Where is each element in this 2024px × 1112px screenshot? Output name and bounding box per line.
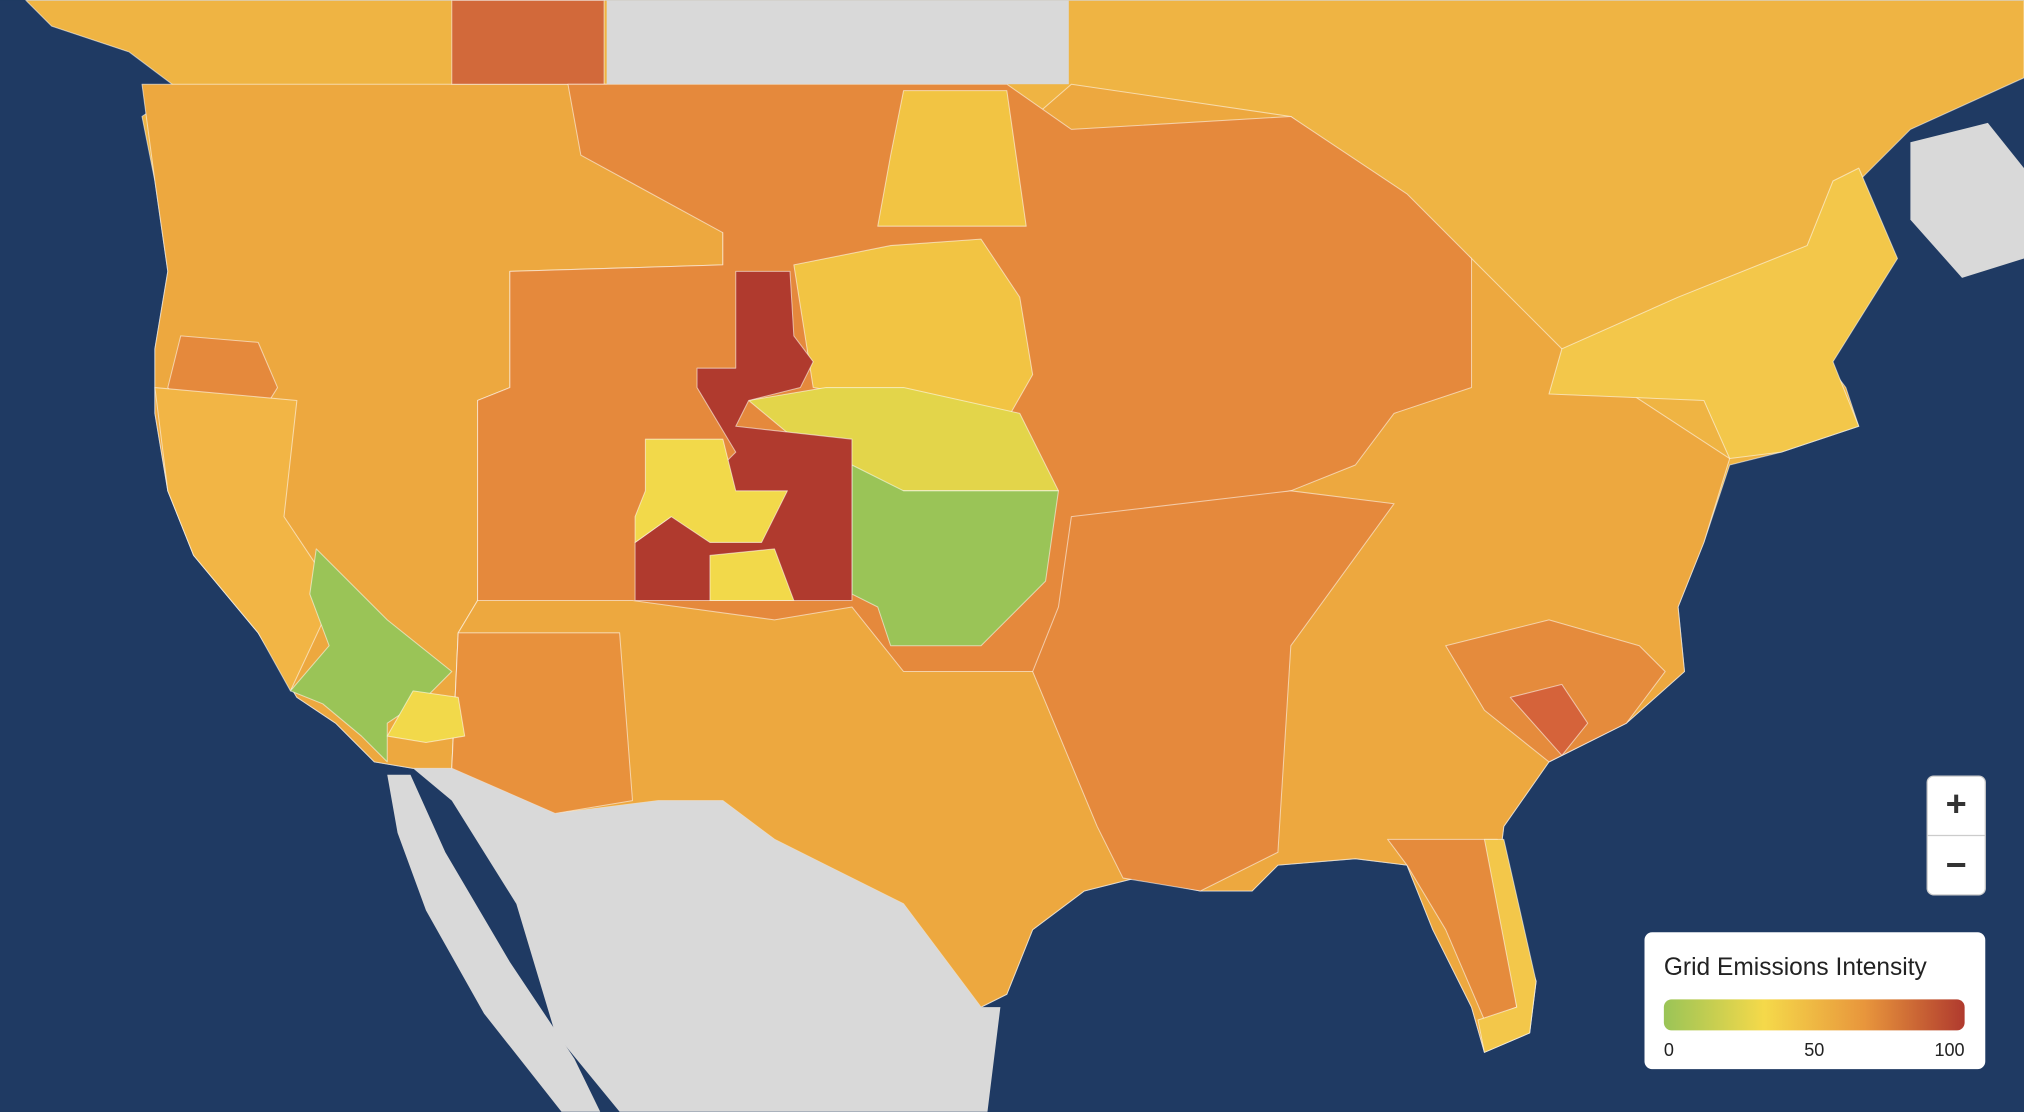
region: [877, 90, 1027, 227]
foreign-land: [413, 768, 1001, 1112]
foreign-land: [606, 0, 1069, 85]
region: [1032, 490, 1395, 892]
region: [451, 0, 605, 85]
foreign-land: [387, 0, 2024, 1112]
zoom-in-label[interactable]: +: [1946, 783, 1967, 824]
region: [634, 438, 788, 543]
region: [451, 632, 634, 815]
region: [1477, 838, 1537, 1053]
land: [25, 0, 2024, 1053]
zoom-control: + −: [1926, 775, 1986, 896]
region: [709, 548, 795, 602]
legend: Grid Emissions Intensity 0 50 100: [1644, 932, 1986, 1070]
legend-title: Grid Emissions Intensity: [1664, 954, 1928, 981]
foreign-land: [1910, 122, 2024, 278]
tick-label: 50: [1804, 1040, 1824, 1060]
tick-label: 100: [1934, 1040, 1964, 1060]
zoom-out-label[interactable]: −: [1946, 844, 1967, 885]
color-scale: [1663, 999, 1965, 1031]
region: [851, 464, 1059, 647]
foreign-land: [387, 774, 601, 1112]
region: [386, 690, 466, 744]
tick-label: 0: [1664, 1040, 1674, 1060]
region: [1509, 683, 1589, 756]
region: [1548, 167, 1899, 460]
region: [289, 548, 453, 763]
